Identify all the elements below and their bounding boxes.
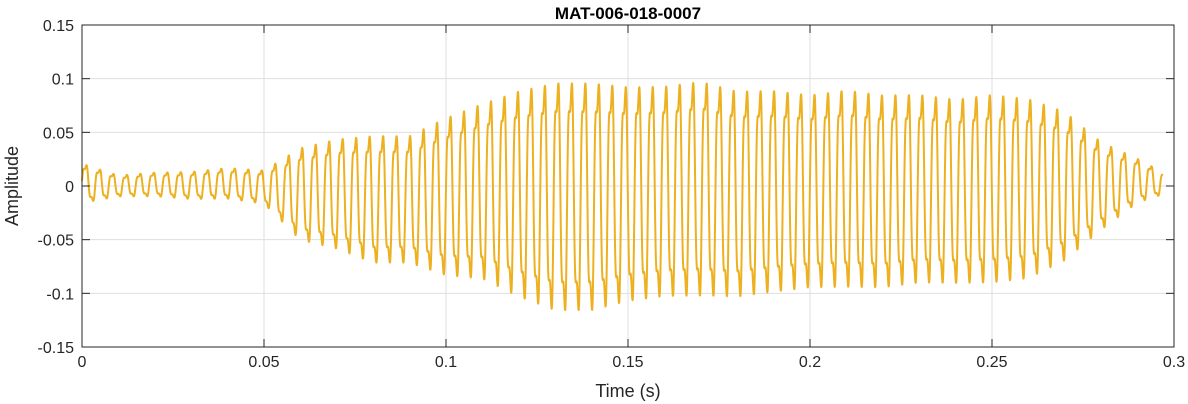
y-tick-labels: -0.15 -0.1 -0.05 0 0.05 0.1 0.15: [38, 18, 75, 357]
y-tick-label: 0.1: [52, 72, 74, 89]
waveform-series-line: [81, 82, 1164, 312]
x-tick-labels: 0 0.05 0.1 0.15 0.2 0.25 0.3: [78, 354, 1186, 371]
x-tick-label: 0.1: [435, 354, 457, 371]
x-tick-label: 0.3: [1163, 354, 1185, 371]
y-axis-label: Amplitude: [2, 146, 22, 226]
y-tick-label: -0.1: [46, 286, 74, 303]
y-tick-label: -0.15: [38, 340, 75, 357]
x-tick-label: 0.15: [612, 354, 643, 371]
tick-marks: [81, 24, 1175, 348]
x-axis-label: Time (s): [595, 381, 660, 401]
x-tick-label: 0.25: [976, 354, 1007, 371]
x-tick-label: 0.05: [248, 354, 279, 371]
y-tick-label: -0.05: [38, 233, 75, 250]
y-tick-label: 0.05: [43, 125, 74, 142]
y-tick-label: 0: [65, 179, 74, 196]
x-tick-label: 0.2: [799, 354, 821, 371]
y-tick-label: 0.15: [43, 18, 74, 35]
chart-title: MAT-006-018-0007: [555, 4, 701, 23]
x-tick-label: 0: [78, 354, 87, 371]
series-layer: [81, 82, 1164, 312]
